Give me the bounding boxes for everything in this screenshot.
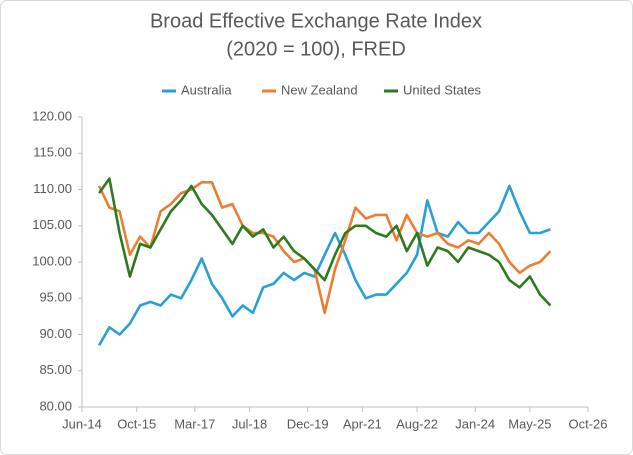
x-tick-label: Mar-17: [174, 416, 215, 431]
x-tick-label: Dec-19: [287, 416, 329, 431]
x-tick-label: Jul-18: [232, 416, 267, 431]
y-tick-label: 120.00: [32, 108, 72, 123]
legend-label: New Zealand: [281, 82, 358, 97]
y-tick-label: 80.00: [39, 398, 72, 413]
y-tick-label: 115.00: [33, 145, 72, 160]
y-tick-label: 105.00: [32, 217, 72, 232]
chart-title: (2020 = 100), FRED: [226, 38, 406, 60]
series-line: [98, 177, 552, 307]
y-tick-label: 85.00: [39, 362, 72, 377]
legend-label: United States: [403, 82, 482, 97]
x-tick-label: May-25: [508, 416, 551, 431]
y-tick-label: 100.00: [32, 253, 72, 268]
y-tick-label: 95.00: [39, 290, 72, 305]
series-line: [97, 181, 552, 315]
x-tick-label: Jan-24: [455, 416, 495, 431]
legend-label: Australia: [181, 82, 232, 97]
x-tick-label: Aug-22: [396, 416, 438, 431]
x-tick-label: Jun-14: [62, 416, 102, 431]
series-line: [97, 184, 551, 347]
x-tick-label: Apr-21: [343, 416, 382, 431]
x-tick-label: Oct-15: [117, 416, 156, 431]
y-tick-label: 90.00: [39, 326, 72, 341]
y-tick-label: 110.00: [33, 181, 72, 196]
chart-title: Broad Effective Exchange Rate Index: [150, 10, 482, 32]
x-tick-label: Oct-26: [568, 416, 607, 431]
